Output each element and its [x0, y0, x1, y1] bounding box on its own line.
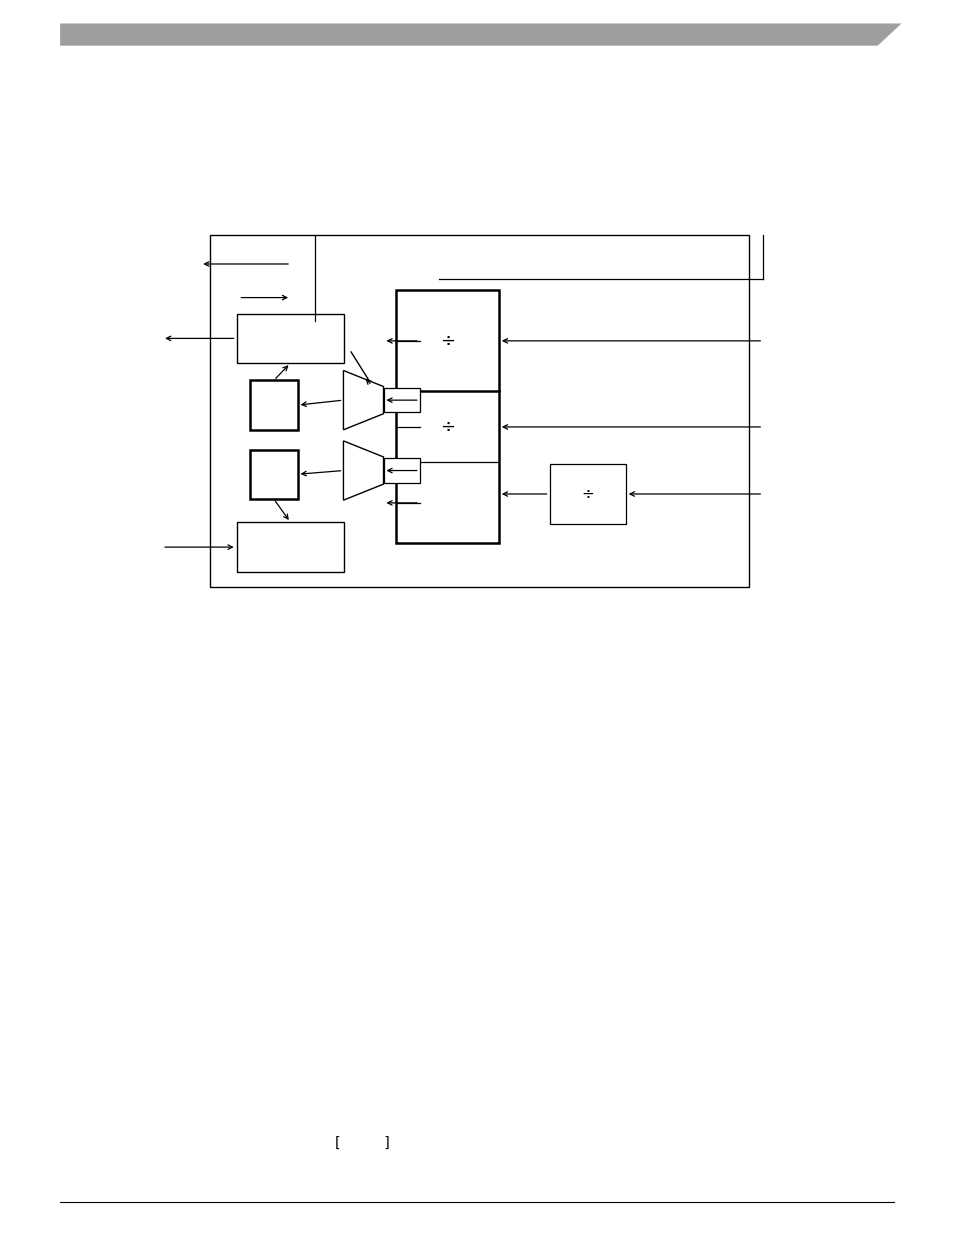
FancyBboxPatch shape: [210, 235, 748, 587]
FancyBboxPatch shape: [549, 464, 625, 524]
FancyBboxPatch shape: [250, 450, 297, 499]
Polygon shape: [60, 23, 901, 46]
Polygon shape: [343, 441, 383, 500]
Text: ÷: ÷: [439, 417, 455, 436]
Text: ÷: ÷: [580, 487, 594, 501]
FancyBboxPatch shape: [236, 314, 344, 363]
FancyBboxPatch shape: [250, 380, 297, 430]
FancyBboxPatch shape: [383, 458, 419, 483]
Text: [          ]: [ ]: [335, 1135, 390, 1150]
FancyBboxPatch shape: [395, 290, 498, 543]
Text: ÷: ÷: [439, 332, 455, 350]
FancyBboxPatch shape: [236, 522, 344, 572]
FancyBboxPatch shape: [383, 388, 419, 412]
FancyBboxPatch shape: [291, 237, 438, 321]
Polygon shape: [343, 370, 383, 430]
